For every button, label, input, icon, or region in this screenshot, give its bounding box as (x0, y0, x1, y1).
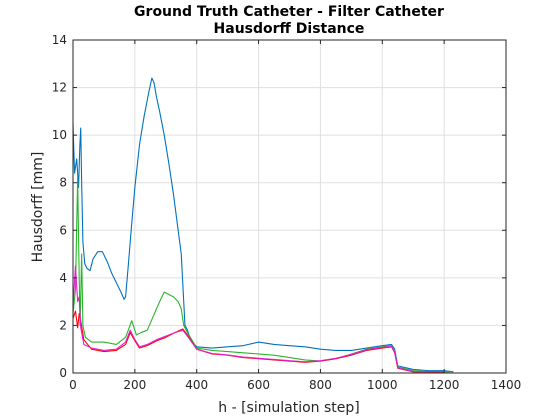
x-axis-label: h - [simulation step] (218, 400, 359, 416)
x-tick-label: 1000 (367, 378, 398, 392)
y-tick-label: 2 (59, 318, 67, 332)
x-tick-label: 800 (309, 378, 332, 392)
x-tick-label: 1400 (491, 378, 522, 392)
x-tick-label: 1200 (429, 378, 460, 392)
y-tick-label: 4 (59, 271, 67, 285)
series-line-1 (72, 77, 454, 373)
y-tick-label: 8 (59, 176, 67, 190)
plot-area (73, 40, 506, 373)
series-line-3 (72, 310, 445, 373)
y-axis-label: Hausdorff [mm] (30, 152, 46, 263)
axis-ticks: 0 200 400 600 800 1000 1200 1400 0 2 4 6 8 10 12 14 (52, 33, 522, 392)
chart-title-line-2: Hausdorff Distance (214, 21, 365, 37)
y-tick-label: 6 (59, 223, 67, 237)
data-series (72, 77, 454, 373)
chart-title-line-1: Ground Truth Catheter - Filter Catheter (134, 4, 444, 20)
x-tick-label: 600 (247, 378, 270, 392)
x-tick-label: 400 (185, 378, 208, 392)
axes-frame (72, 39, 507, 374)
y-tick-label: 12 (52, 81, 67, 95)
x-tick-label: 0 (69, 378, 77, 392)
series-line-4 (72, 265, 445, 373)
y-tick-label: 10 (52, 128, 67, 142)
y-tick-label: 14 (52, 33, 67, 47)
y-tick-label: 0 (59, 366, 67, 380)
x-tick-label: 200 (123, 378, 146, 392)
